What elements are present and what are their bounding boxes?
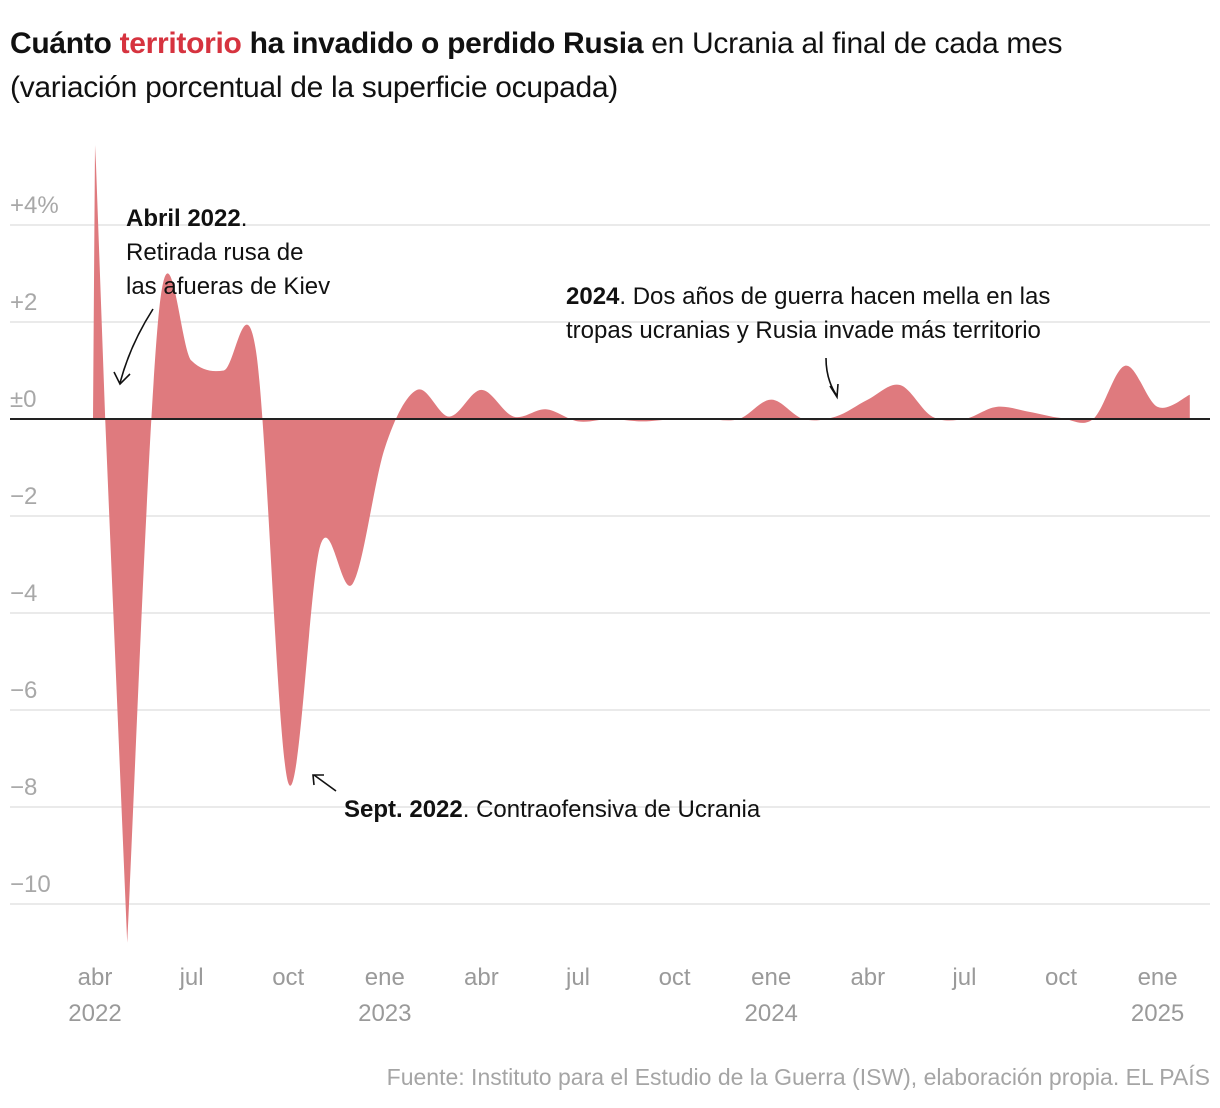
arrow-icon xyxy=(312,774,337,792)
annotation-line: las afueras de Kiev xyxy=(126,273,330,300)
y-tick-label: ±0 xyxy=(10,386,37,413)
annotation-text: . Contraofensiva de Ucrania xyxy=(463,796,761,823)
x-tick-month: abr xyxy=(464,964,499,991)
x-tick-month: oct xyxy=(272,964,304,991)
x-tick-month: ene xyxy=(365,964,405,991)
x-tick-year: 2025 xyxy=(1131,1000,1184,1027)
y-tick-label: −10 xyxy=(10,871,51,898)
x-tick-month: oct xyxy=(659,964,691,991)
x-tick-month: ene xyxy=(751,964,791,991)
x-tick-year: 2022 xyxy=(68,1000,121,1027)
chart-title: Cuánto territorio ha invadido o perdido … xyxy=(10,22,1063,110)
arrow-icon xyxy=(825,357,839,400)
annotation-line: tropas ucranias y Rusia invade más terri… xyxy=(566,317,1041,344)
x-tick-year: 2023 xyxy=(358,1000,411,1027)
annotation-bold: Abril 2022 xyxy=(126,205,241,232)
annotation-april-2022: Abril 2022. Retirada rusa de las afueras… xyxy=(126,205,330,300)
y-tick-label: −8 xyxy=(10,774,37,801)
y-tick-label: −2 xyxy=(10,483,37,510)
annotation-2024: 2024. Dos años de guerra hacen mella en … xyxy=(566,283,1057,344)
x-tick-month: jul xyxy=(565,964,590,991)
x-tick-month: abr xyxy=(78,964,113,991)
chart-subtitle: (variación porcentual de la superficie o… xyxy=(10,71,618,104)
x-tick-month: jul xyxy=(179,964,204,991)
x-tick-month: ene xyxy=(1138,964,1178,991)
annotation-line: Retirada rusa de xyxy=(126,239,303,266)
annotation-text: . Dos años de guerra hacen mella en las xyxy=(619,283,1050,310)
annotation-sept-2022: Sept. 2022. Contraofensiva de Ucrania xyxy=(344,796,761,823)
title-highlight: territorio xyxy=(119,27,242,60)
annotation-bold: 2024 xyxy=(566,283,620,310)
territory-change-area xyxy=(93,144,1190,943)
title-rest: en Ucrania al final de cada mes xyxy=(643,27,1063,60)
x-tick-month: abr xyxy=(850,964,885,991)
x-tick-month: oct xyxy=(1045,964,1077,991)
y-tick-label: −4 xyxy=(10,580,37,607)
source-note: Fuente: Instituto para el Estudio de la … xyxy=(386,1064,1210,1090)
x-tick-month: jul xyxy=(951,964,976,991)
annotation-bold: Sept. 2022 xyxy=(344,796,463,823)
x-tick-year: 2024 xyxy=(745,1000,798,1027)
arrow-icon xyxy=(113,308,154,386)
y-tick-label: +2 xyxy=(10,289,37,316)
title-bold-1: Cuánto xyxy=(10,27,120,60)
annotation-dot: . xyxy=(241,205,254,232)
y-tick-label: +4% xyxy=(10,192,59,219)
y-tick-label: −6 xyxy=(10,677,37,704)
title-bold-2: ha invadido o perdido Rusia xyxy=(241,27,644,60)
